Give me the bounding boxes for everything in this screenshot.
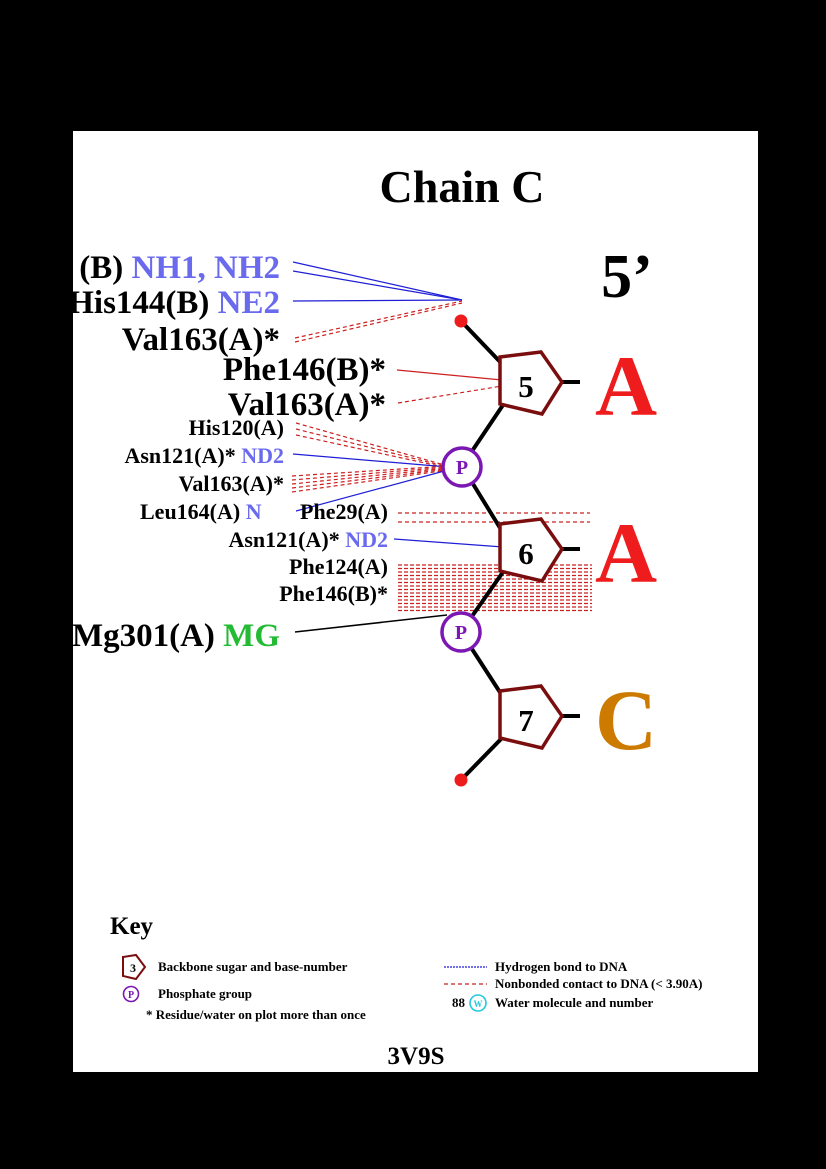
strand-end-label: 5’	[601, 243, 653, 311]
legend-water-symbol: W	[474, 999, 483, 1009]
base-letter: A	[595, 338, 657, 434]
residue-label: Leu164(A) N	[140, 499, 262, 524]
phosphate-icon	[122, 985, 140, 1003]
legend-star-text: * Residue/water on plot more than once	[146, 1007, 366, 1022]
nonbond-line	[295, 422, 449, 467]
hbond-line	[292, 299, 463, 302]
phosphate-group: PP	[440, 446, 483, 653]
hbond-line	[292, 261, 463, 301]
nonbond-line	[291, 465, 449, 477]
residue-label: Phe29(A)	[300, 499, 388, 524]
nonbond-line	[291, 468, 449, 489]
sugar-pentagon	[498, 684, 565, 750]
residue-label: Phe146(B)*	[279, 581, 388, 606]
nonbond-line	[294, 302, 463, 343]
legend: Key 3 Backbone sugar and base-number P P…	[110, 913, 702, 1022]
residue-label: Asn121(A)* ND2	[124, 443, 284, 468]
contact-lines	[291, 261, 590, 633]
hbond-line	[295, 469, 449, 512]
nonbond-line	[291, 469, 449, 493]
sugar-icon	[122, 953, 147, 981]
phosphate-label: P	[455, 622, 467, 644]
pdb-id: 3V9S	[388, 1043, 445, 1070]
legend-phosphate-symbol: P	[128, 990, 134, 1001]
metal-contact-line	[294, 614, 448, 633]
hbond-line	[393, 538, 504, 548]
residue-label: His120(A)	[189, 415, 284, 440]
residue-label: Phe146(B)*	[223, 352, 386, 388]
sugar-group: 5 6 7	[498, 350, 565, 750]
legend-water-text: Water molecule and number	[495, 995, 654, 1010]
sugar-pentagon	[498, 517, 565, 583]
legend-title: Key	[110, 913, 154, 940]
chain-title: Chain C	[380, 161, 545, 212]
sugar-number: 5	[518, 369, 534, 404]
residue-label: His144(B) NE2	[68, 285, 280, 321]
residue-label: Val163(A)*	[122, 322, 280, 358]
sugar-pentagon	[498, 350, 565, 416]
water-icon	[469, 994, 487, 1012]
base-letter: C	[595, 672, 657, 768]
residue-label: Val163(A)*	[178, 471, 284, 496]
residue-labels: (B) NH1, NH2 His144(B) NE2 Val163(A)* Ph…	[68, 250, 388, 654]
legend-water-number: 88	[452, 995, 466, 1010]
residue-label: Val163(A)*	[228, 387, 386, 423]
hbond-line	[292, 453, 449, 468]
legend-sugar-text: Backbone sugar and base-number	[158, 959, 348, 974]
phosphate-label: P	[456, 457, 468, 479]
legend-nonbond-text: Nonbonded contact to DNA (< 3.90A)	[495, 976, 702, 991]
base-group: AAC	[595, 338, 657, 768]
legend-hbond-text: Hydrogen bond to DNA	[495, 959, 628, 974]
legend-sugar-number: 3	[130, 961, 136, 975]
nonbond-line	[291, 466, 449, 481]
nonbond-line	[295, 434, 449, 469]
residue-label: (B) NH1, NH2	[79, 250, 280, 286]
residue-label: Mg301(A) MG	[72, 618, 280, 654]
hbond-line	[292, 270, 463, 301]
residue-label: Asn121(A)* ND2	[228, 527, 388, 552]
base-letter: A	[595, 505, 657, 601]
legend-phosphate-text: Phosphate group	[158, 986, 252, 1001]
terminal-atom-5prime	[454, 314, 468, 328]
phosphate-circle	[441, 446, 483, 488]
contact-line	[396, 369, 503, 381]
stacking-contacts	[398, 564, 592, 612]
diagram-sheet	[73, 131, 758, 1072]
phosphate-circle	[440, 611, 482, 653]
nonbond-line	[397, 385, 503, 404]
sugar-number: 7	[518, 703, 534, 738]
residue-label: Phe124(A)	[289, 554, 388, 579]
terminal-atom-3prime	[454, 773, 468, 787]
sugar-number: 6	[518, 536, 534, 571]
nonbond-line	[294, 300, 463, 339]
nonbond-line	[295, 428, 449, 468]
nonbond-line	[291, 467, 449, 485]
